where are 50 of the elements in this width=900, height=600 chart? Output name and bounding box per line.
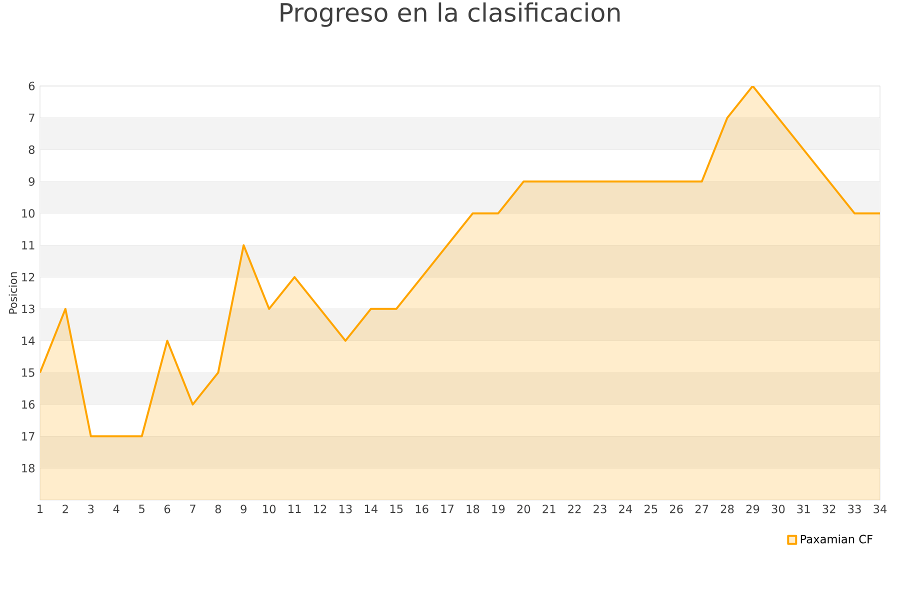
y-tick-label: 17 xyxy=(22,432,34,440)
x-tick-label: 29 xyxy=(746,504,760,514)
x-tick-label: 3 xyxy=(88,504,94,514)
x-tick-label: 2 xyxy=(62,504,68,514)
y-tick-label: 9 xyxy=(28,177,34,186)
x-tick-label: 32 xyxy=(822,504,836,514)
y-tick-label: 15 xyxy=(22,368,34,377)
x-tick-label: 30 xyxy=(772,504,785,514)
x-tick-label: 21 xyxy=(542,504,556,514)
y-tick-label: 6 xyxy=(28,82,35,90)
x-tick-label: 5 xyxy=(139,504,144,514)
y-tick-label: 14 xyxy=(22,336,35,345)
x-tick-label: 34 xyxy=(874,504,887,514)
x-tick-label: 28 xyxy=(720,504,734,514)
x-tick-label: 15 xyxy=(390,504,403,514)
y-tick-label: 16 xyxy=(22,400,35,409)
y-tick-label: 13 xyxy=(22,304,34,314)
x-tick-label: 26 xyxy=(670,504,683,514)
x-tick-label: 13 xyxy=(340,504,352,514)
y-tick-label: 12 xyxy=(22,272,34,282)
x-tick-label: 12 xyxy=(314,504,326,514)
x-tick-label: 8 xyxy=(215,504,222,514)
x-tick-label: 27 xyxy=(695,504,708,514)
x-tick-label: 20 xyxy=(517,504,530,514)
x-tick-label: 1 xyxy=(38,504,43,513)
x-tick-label: 23 xyxy=(594,504,606,514)
x-tick-label: 11 xyxy=(288,504,301,513)
legend-label: Paxamian CF xyxy=(800,534,872,544)
y-tick-label: 10 xyxy=(22,209,35,218)
x-tick-label: 19 xyxy=(492,504,505,514)
x-tick-label: 6 xyxy=(164,504,170,514)
x-tick-label: 7 xyxy=(190,504,196,513)
x-tick-label: 24 xyxy=(619,504,632,514)
x-tick-label: 14 xyxy=(364,504,378,513)
x-tick-label: 18 xyxy=(466,504,480,514)
x-tick-label: 9 xyxy=(240,504,246,514)
x-tick-label: 25 xyxy=(644,504,658,514)
y-tick-label: 8 xyxy=(28,145,35,154)
x-tick-label: 10 xyxy=(263,504,276,514)
chart-title: Progreso en la clasificacion xyxy=(280,2,620,27)
y-tick-label: 18 xyxy=(22,464,35,472)
x-tick-label: 4 xyxy=(113,504,120,513)
x-tick-label: 33 xyxy=(848,504,861,514)
x-tick-label: 31 xyxy=(797,504,810,514)
x-tick-label: 17 xyxy=(441,504,454,513)
y-tick-label: 11 xyxy=(22,241,34,250)
x-tick-label: 16 xyxy=(416,504,428,514)
y-tick-label: 7 xyxy=(29,114,34,122)
y-axis-title: Posicion xyxy=(8,272,18,314)
x-tick-label: 22 xyxy=(568,504,581,514)
